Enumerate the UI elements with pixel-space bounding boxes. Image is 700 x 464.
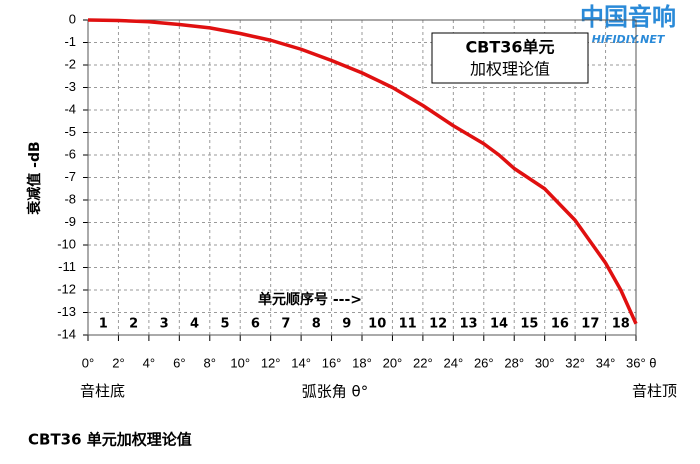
x-tick-label: 8° (204, 355, 216, 370)
caption: CBT36 单元加权理论值 (28, 431, 192, 449)
annotation: 加权理论值 (470, 60, 550, 79)
element-number: 1 (99, 316, 108, 331)
element-number: 16 (551, 316, 569, 331)
x-tick-label: 0° (82, 355, 94, 370)
element-number: 8 (312, 316, 321, 331)
x-tick-label: 36° θ (626, 355, 657, 370)
x-tick-label: 20° (383, 355, 403, 370)
element-number: 3 (160, 316, 169, 331)
x-tick-label: 18° (352, 355, 372, 370)
y-tick-label: 0 (69, 11, 76, 26)
element-number: 10 (368, 316, 386, 331)
y-tick-label: -6 (64, 146, 76, 161)
element-number: 15 (520, 316, 538, 331)
y-tick-label: -12 (57, 281, 76, 296)
x-tick-label: 2° (112, 355, 124, 370)
annotation-box (431, 32, 589, 84)
element-number: 2 (129, 316, 138, 331)
x-axis-label: 弧张角 θ° (302, 383, 368, 401)
element-axis-label: 单元顺序号 ---> (258, 291, 362, 308)
x-tick-label: 30° (535, 355, 555, 370)
element-number: 13 (460, 316, 478, 331)
y-tick-label: -3 (64, 79, 76, 94)
element-number: 12 (429, 316, 447, 331)
logo-url: HIFIDIY.NET (592, 33, 666, 46)
element-number: 14 (490, 316, 508, 331)
x-tick-label: 28° (504, 355, 524, 370)
y-tick-label: -13 (57, 304, 76, 319)
y-tick-label: -14 (57, 326, 76, 341)
y-axis-label: 衰减值 -dB (26, 141, 43, 215)
x-tick-label: 16° (322, 355, 342, 370)
x-tick-label: 14° (291, 355, 311, 370)
line (87, 18, 638, 325)
element-number: 11 (399, 316, 417, 331)
element-number: 9 (342, 316, 351, 331)
x-tick-label: 34° (596, 355, 616, 370)
y-tick-label: -1 (64, 34, 76, 49)
element-number: 17 (581, 316, 599, 331)
x-tick-label: 10° (230, 355, 250, 370)
x-tick-label: 6° (173, 355, 185, 370)
x-tick-label: 4° (143, 355, 155, 370)
x-tick-label: 26° (474, 355, 494, 370)
y-tick-label: -9 (64, 214, 76, 229)
element-number: 18 (612, 316, 630, 331)
logo-text: 中国音响 (580, 3, 676, 31)
x-right-label: 音柱顶 (632, 382, 677, 400)
x-tick-label: 32° (565, 355, 585, 370)
element-number: 6 (251, 316, 260, 331)
x-tick-label: 12° (261, 355, 281, 370)
x-tick-label: 22° (413, 355, 433, 370)
x-tick-label: 24° (443, 355, 463, 370)
y-tick-label: -11 (58, 259, 76, 274)
y-tick-label: -2 (64, 56, 76, 71)
y-tick-label: -8 (64, 191, 76, 206)
y-tick-label: -10 (57, 236, 76, 251)
y-tick-label: -7 (64, 169, 76, 184)
element-number: 4 (190, 316, 199, 331)
y-tick-label: -5 (64, 124, 76, 139)
x-left-label: 音柱底 (80, 382, 125, 400)
element-number: 5 (220, 316, 229, 331)
y-tick-label: -4 (64, 101, 76, 116)
element-number: 7 (281, 316, 290, 331)
plot-frame (87, 19, 637, 336)
annotation: CBT36单元 (465, 38, 554, 57)
